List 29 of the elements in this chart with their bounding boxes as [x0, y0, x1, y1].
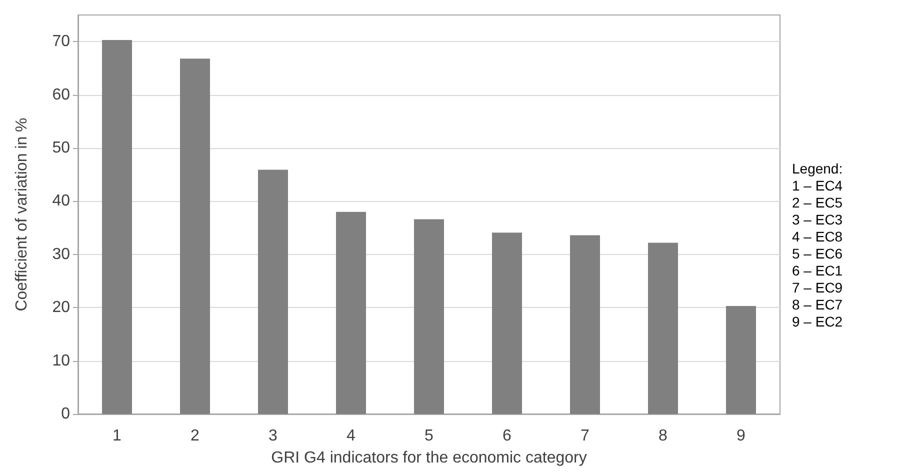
y-tick-label: 0 [61, 406, 70, 422]
y-axis-title: Coefficient of variation in % [14, 118, 30, 312]
y-tick-label: 10 [52, 352, 70, 370]
text: Legend: 1 – EC4 2 – EC5 3 – EC3 4 – EC8 5 – EC6 6 – EC1 7 – EC9 8 – EC7 9 – EC2 [792, 160, 843, 330]
y-tick-label: 50 [52, 140, 70, 156]
x-tick-label: 9 [736, 428, 746, 444]
x-tick-label: 3 [268, 428, 278, 444]
x-tick-label: 6 [502, 428, 512, 444]
y-tick-label: 20 [52, 299, 70, 316]
bar [336, 212, 366, 414]
x-tick-label: 5 [424, 428, 434, 444]
y-tick-label: 60 [52, 86, 70, 104]
bar [570, 235, 600, 414]
bar [102, 40, 132, 414]
bar [726, 306, 756, 414]
bar [258, 170, 288, 414]
x-tick-label: 7 [580, 428, 590, 444]
bar [648, 242, 678, 414]
x-tick-label: 8 [658, 428, 668, 444]
bar [492, 232, 522, 414]
x-tick-label: 1 [112, 428, 122, 444]
y-tick-label: 40 [52, 192, 70, 210]
bar [414, 219, 444, 414]
bar [180, 58, 210, 414]
y-tick-label: 30 [52, 246, 70, 263]
x-tick-label: 2 [190, 428, 200, 444]
x-tick-label: 4 [346, 428, 356, 444]
x-axis-title: GRI G4 indicators for the economic category [271, 450, 587, 466]
y-tick-label: 70 [52, 33, 70, 50]
